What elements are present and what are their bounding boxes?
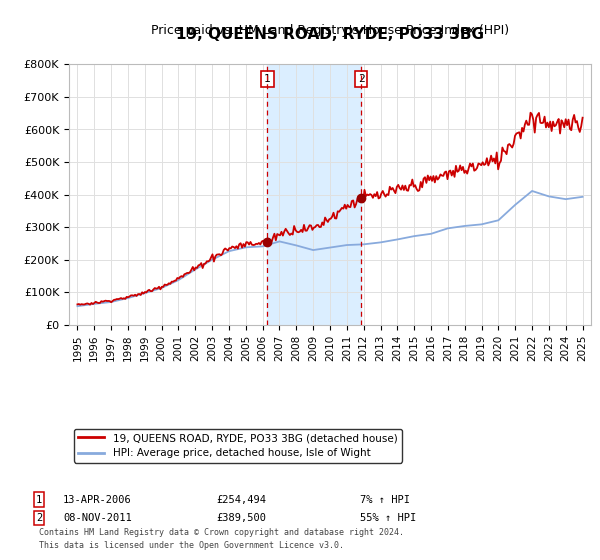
Text: 13-APR-2006: 13-APR-2006 xyxy=(63,494,132,505)
Text: 2: 2 xyxy=(358,74,365,84)
Text: 2: 2 xyxy=(36,513,42,523)
Title: Price paid vs. HM Land Registry's House Price Index (HPI): Price paid vs. HM Land Registry's House … xyxy=(151,24,509,37)
Text: 08-NOV-2011: 08-NOV-2011 xyxy=(63,513,132,523)
Text: Contains HM Land Registry data © Crown copyright and database right 2024.
This d: Contains HM Land Registry data © Crown c… xyxy=(39,529,404,550)
Bar xyxy=(268,64,361,325)
Text: 7% ↑ HPI: 7% ↑ HPI xyxy=(360,494,410,505)
Text: 19, QUEENS ROAD, RYDE, PO33 3BG: 19, QUEENS ROAD, RYDE, PO33 3BG xyxy=(176,27,484,42)
Legend: 19, QUEENS ROAD, RYDE, PO33 3BG (detached house), HPI: Average price, detached h: 19, QUEENS ROAD, RYDE, PO33 3BG (detache… xyxy=(74,429,401,463)
Text: 55% ↑ HPI: 55% ↑ HPI xyxy=(360,513,416,523)
Text: 1: 1 xyxy=(264,74,271,84)
Text: £389,500: £389,500 xyxy=(216,513,266,523)
Text: £254,494: £254,494 xyxy=(216,494,266,505)
Text: 1: 1 xyxy=(36,494,42,505)
